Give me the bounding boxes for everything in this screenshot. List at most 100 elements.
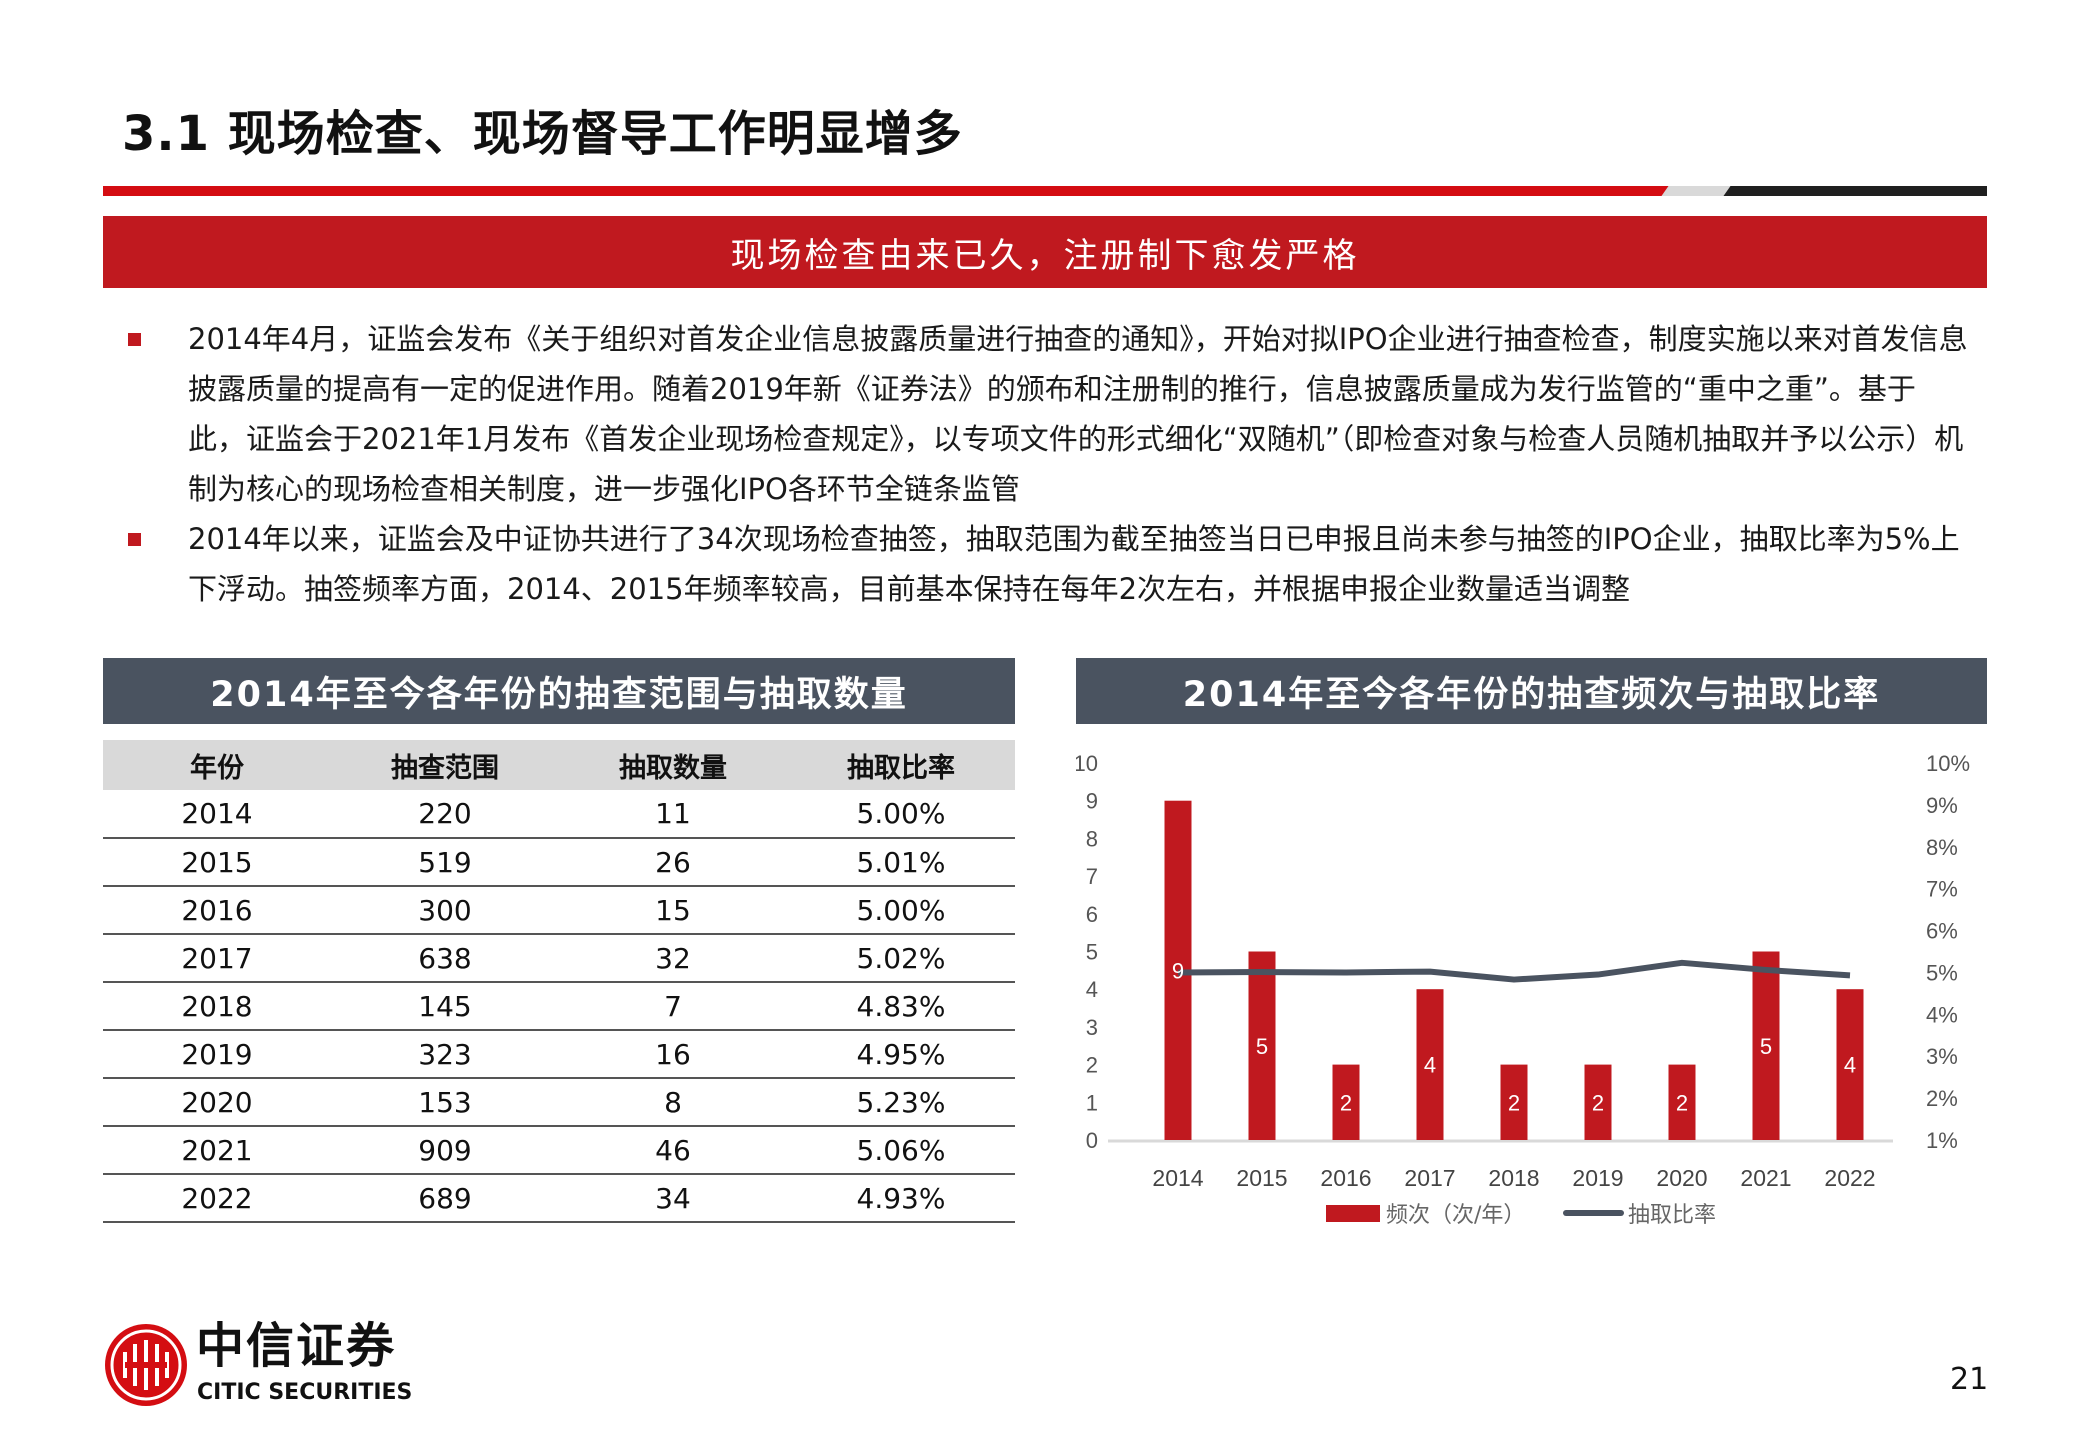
table-cell: 2016 [103,886,331,935]
bar-2019 [1584,1064,1612,1140]
table-row: 2021 909 46 5.06% [103,1126,1015,1175]
table-cell: 2020 [103,1078,331,1127]
column-header: 抽取数量 [559,740,787,790]
table-cell: 16 [559,1030,787,1079]
table-cell: 5.00% [787,790,1015,839]
bar-2022 [1836,989,1864,1140]
table-row: 2014 220 11 5.00% [103,790,1015,839]
left-axis-tick: 6 [1086,902,1098,927]
table-cell: 7 [559,982,787,1031]
table-cell: 15 [559,886,787,935]
bar-data-label: 4 [1844,1053,1856,1078]
table-cell: 2014 [103,790,331,839]
bullet-square-icon [128,533,141,546]
logo-text-en: CITIC SECURITIES [197,1380,413,1405]
title-rule-red [103,186,1673,196]
page-number: 21 [1950,1362,1989,1397]
legend-line-label: 抽取比率 [1628,1203,1716,1228]
banner-text: 现场检查由来已久，注册制下愈发严格 [730,235,1360,276]
table-row: 2018 145 7 4.83% [103,982,1015,1031]
legend-bar-label: 频次（次/年） [1386,1203,1525,1228]
table-cell: 2019 [103,1030,331,1079]
right-axis-tick: 1% [1926,1128,1958,1153]
table-cell: 145 [331,982,559,1031]
table-cell: 2015 [103,838,331,887]
bar-data-label: 2 [1340,1090,1352,1115]
left-axis-tick: 1 [1086,1090,1098,1115]
table-cell: 5.00% [787,886,1015,935]
x-axis-tick: 2022 [1824,1165,1875,1191]
bar-data-label: 4 [1424,1053,1436,1078]
left-axis-tick: 2 [1086,1053,1098,1078]
x-axis-tick: 2017 [1404,1165,1455,1191]
left-axis-tick: 5 [1086,940,1098,965]
table-row: 2017 638 32 5.02% [103,934,1015,983]
bullet-text: 2014年以来，证监会及中证协共进行了34次现场检查抽签，抽取范围为截至抽签当日… [188,522,1960,606]
bar-data-label: 2 [1592,1090,1604,1115]
table-row: 2019 323 16 4.95% [103,1030,1015,1079]
table-cell: 11 [559,790,787,839]
right-axis-tick: 9% [1926,793,1958,818]
logo-text-cn: 中信证券 [196,1318,397,1374]
right-axis-tick: 4% [1926,1002,1958,1027]
sampling-table: 年份 抽查范围 抽取数量 抽取比率 2014 220 11 5.00% 2015 519 2… [103,740,1015,1223]
page-title: 3.1 现场检查、现场督导工作明显增多 [122,106,963,162]
left-axis-tick: 9 [1086,789,1098,814]
x-axis-tick: 2015 [1236,1165,1287,1191]
table-cell: 909 [331,1126,559,1175]
bar-2016 [1332,1064,1360,1140]
bar-2021 [1752,951,1780,1140]
table-cell: 689 [331,1174,559,1223]
right-axis-tick: 8% [1926,835,1958,860]
x-axis-tick: 2018 [1488,1165,1539,1191]
right-axis-tick: 7% [1926,877,1958,902]
table-cell: 32 [559,934,787,983]
column-header: 抽查范围 [331,740,559,790]
bar-data-label: 2 [1676,1090,1688,1115]
left-axis-tick: 4 [1086,977,1098,1002]
table-panel-title: 2014年至今各年份的抽查范围与抽取数量 [103,658,1015,724]
table-row: 2022 689 34 4.93% [103,1174,1015,1223]
bullet-item-2: 2014年以来，证监会及中证协共进行了34次现场检查抽签，抽取范围为截至抽签当日… [128,514,1973,614]
title-rule-dark [1735,186,1987,196]
column-header: 抽取比率 [787,740,1015,790]
bar-data-label: 5 [1256,1034,1268,1059]
bar-2017 [1416,989,1444,1140]
left-axis-tick: 10 [1076,751,1098,776]
right-axis-tick: 6% [1926,919,1958,944]
x-axis-tick: 2016 [1320,1165,1371,1191]
bullet-list: 2014年4月，证监会发布《关于组织对首发企业信息披露质量进行抽查的通知》，开始… [128,314,1973,614]
table-cell: 26 [559,838,787,887]
table-row: 2020 153 8 5.23% [103,1078,1015,1127]
table-cell: 5.02% [787,934,1015,983]
table-header-row: 年份 抽查范围 抽取数量 抽取比率 [103,740,1015,790]
table-cell: 2017 [103,934,331,983]
bar-2020 [1668,1064,1696,1140]
bar-2015 [1248,951,1276,1140]
table-cell: 323 [331,1030,559,1079]
bar-data-label: 5 [1760,1034,1772,1059]
bullet-square-icon [128,333,141,346]
right-axis-tick: 10% [1926,751,1970,776]
table-cell: 300 [331,886,559,935]
table-title-text: 2014年至今各年份的抽查范围与抽取数量 [210,674,908,715]
table-cell: 4.93% [787,1174,1015,1223]
bar-data-label: 9 [1172,958,1184,983]
ratio-line [1177,959,1851,983]
left-axis-tick: 0 [1086,1128,1098,1153]
x-axis-tick: 2019 [1572,1165,1623,1191]
bar-2018 [1500,1064,1528,1140]
bullet-item-1: 2014年4月，证监会发布《关于组织对首发企业信息披露质量进行抽查的通知》，开始… [128,314,1973,514]
legend-bar-swatch [1326,1205,1380,1222]
x-axis-tick: 2014 [1152,1165,1203,1191]
x-axis-tick: 2021 [1740,1165,1791,1191]
section-banner: 现场检查由来已久，注册制下愈发严格 [103,216,1987,288]
table-cell: 5.06% [787,1126,1015,1175]
column-header: 年份 [103,740,331,790]
left-axis-tick: 3 [1086,1015,1098,1040]
citic-logo-icon [105,1324,187,1406]
table-cell: 46 [559,1126,787,1175]
table-cell: 5.23% [787,1078,1015,1127]
table-cell: 5.01% [787,838,1015,887]
right-axis-tick: 5% [1926,960,1958,985]
